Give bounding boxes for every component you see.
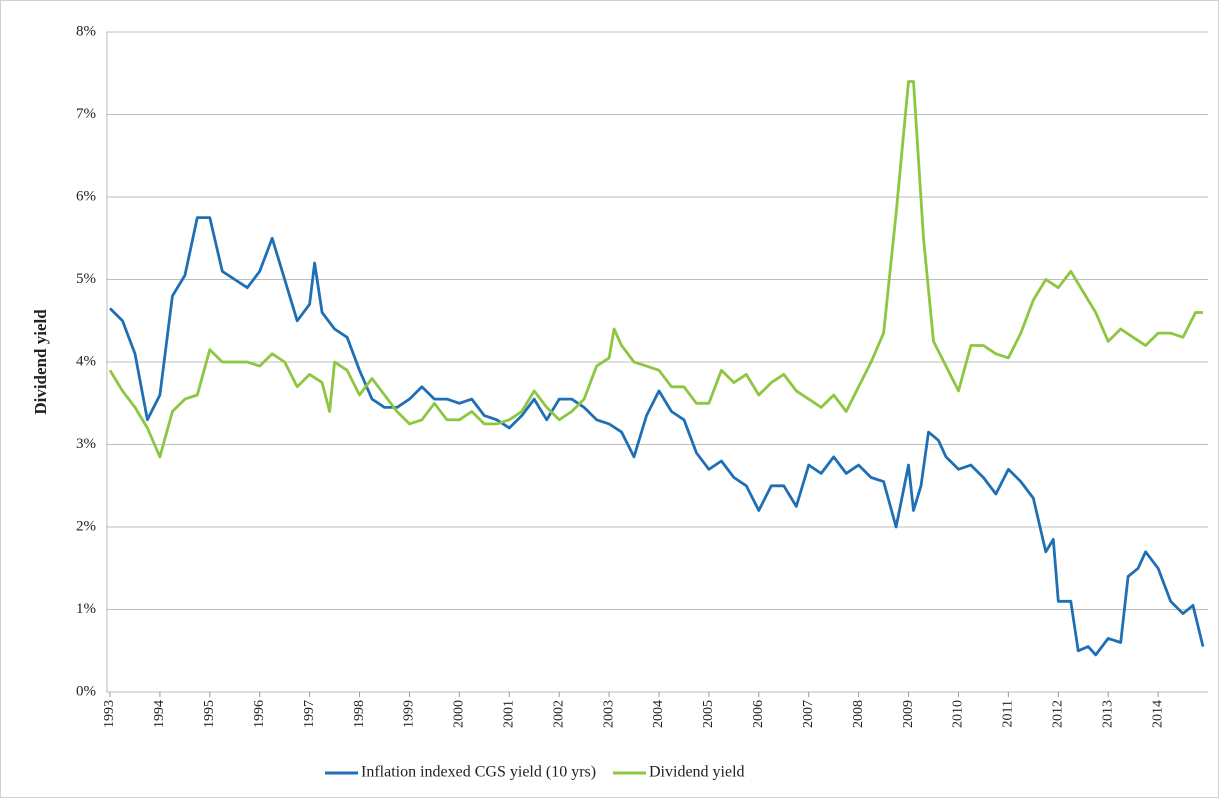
x-tick-label: 2011 — [1001, 700, 1016, 727]
x-tick-label: 2014 — [1150, 700, 1165, 728]
x-tick-label: 1999 — [402, 700, 417, 728]
legend-label: Dividend yield — [649, 764, 745, 781]
x-tick-label: 2004 — [651, 700, 666, 728]
y-tick-label: 2% — [76, 518, 96, 534]
y-tick-label: 5% — [76, 271, 96, 287]
x-tick-label: 2007 — [801, 700, 816, 728]
x-tick-label: 2005 — [701, 700, 716, 728]
y-tick-label: 1% — [76, 601, 96, 617]
x-tick-label: 1997 — [302, 700, 317, 728]
x-tick-label: 2012 — [1050, 700, 1065, 728]
y-tick-label: 3% — [76, 436, 96, 452]
x-tick-label: 2010 — [951, 700, 966, 728]
x-tick-label: 1993 — [102, 700, 117, 728]
x-tick-label: 1998 — [352, 700, 367, 728]
y-tick-label: 4% — [76, 353, 96, 369]
y-tick-label: 6% — [76, 188, 96, 204]
x-tick-label: 2009 — [901, 700, 916, 728]
x-tick-label: 2001 — [501, 700, 516, 728]
x-tick-label: 2003 — [601, 700, 616, 728]
y-tick-label: 0% — [76, 683, 96, 699]
x-tick-label: 1996 — [252, 700, 267, 728]
series-line — [108, 80, 1203, 459]
x-tick-label: 2002 — [551, 700, 566, 728]
series-line — [109, 216, 1205, 657]
x-tick-label: 2013 — [1100, 700, 1115, 728]
x-tick-label: 2006 — [751, 700, 766, 728]
y-axis-label: Dividend yield — [31, 309, 50, 415]
x-tick-label: 2008 — [851, 700, 866, 728]
x-tick-label: 2000 — [452, 700, 467, 728]
y-tick-label: 7% — [76, 106, 96, 122]
y-tick-label: 8% — [76, 23, 96, 39]
x-tick-label: 1994 — [152, 700, 167, 728]
x-tick-label: 1995 — [202, 700, 217, 728]
legend-label: Inflation indexed CGS yield (10 yrs) — [361, 764, 596, 781]
